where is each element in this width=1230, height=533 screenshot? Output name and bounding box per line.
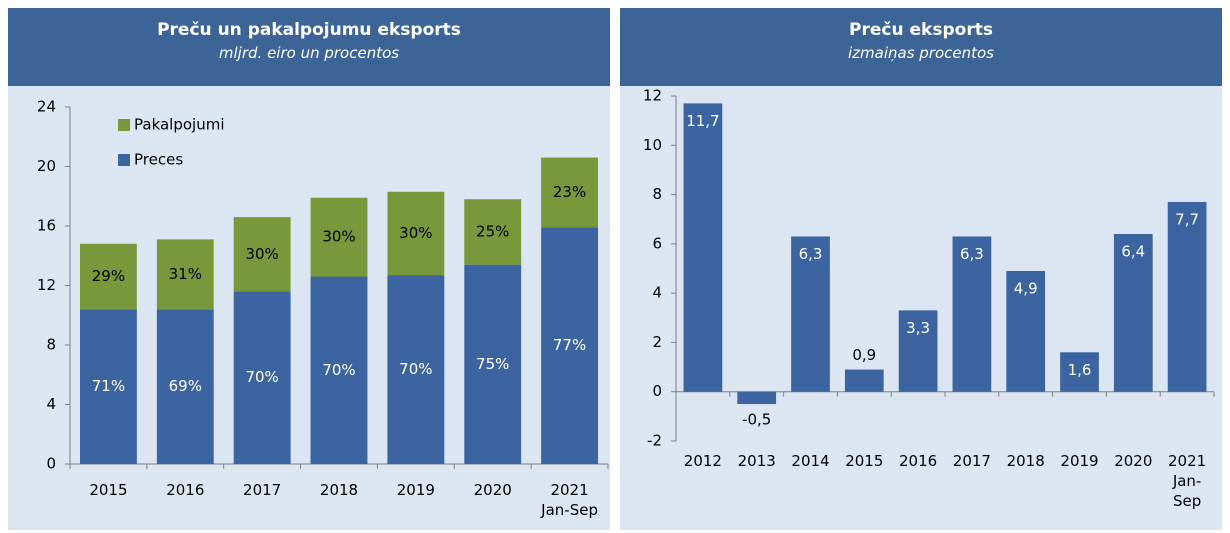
value-label: 6,3 xyxy=(799,245,823,263)
bar-segment xyxy=(156,239,214,310)
chart-subtitle: izmaiņas procentos xyxy=(847,44,994,62)
y-tick-label: 12 xyxy=(37,276,56,294)
value-label: 7,7 xyxy=(1175,210,1199,228)
bar-segment xyxy=(233,217,291,292)
x-tick-label: 2020 xyxy=(473,481,512,499)
bar xyxy=(844,369,884,392)
y-tick-label: 4 xyxy=(46,395,56,413)
segment-label: 69% xyxy=(169,377,202,395)
x-tick-label: 2020 xyxy=(1114,452,1153,470)
segment-label: 25% xyxy=(476,222,509,240)
segment-label: 75% xyxy=(476,355,509,373)
y-tick-label: 24 xyxy=(37,98,56,116)
chart-header: Preču eksports izmaiņas procentos xyxy=(620,8,1222,86)
x-tick-label: 2012 xyxy=(683,452,722,470)
value-label: 0,9 xyxy=(852,346,876,364)
chart-header: Preču un pakalpojumu eksports mljrd. eir… xyxy=(8,8,610,86)
x-tick-label: 2017 xyxy=(952,452,991,470)
x-tick-label: 2018 xyxy=(319,481,359,499)
y-tick-label: 16 xyxy=(37,217,56,235)
chart-panel: Preču un pakalpojumu eksports mljrd. eir… xyxy=(8,8,610,530)
bar-segment xyxy=(541,157,599,228)
bar xyxy=(952,236,992,392)
bar-segment xyxy=(156,309,214,464)
bar xyxy=(683,103,723,392)
x-tick-label: 2018 xyxy=(1006,452,1045,470)
bar-segment xyxy=(387,191,445,276)
segment-label: 31% xyxy=(169,265,202,283)
x-tick-label: 2017 xyxy=(243,481,282,499)
bar-segment xyxy=(387,275,445,464)
value-label: -0,5 xyxy=(742,411,771,429)
segment-label: 29% xyxy=(92,267,125,285)
y-tick-label: 0 xyxy=(46,455,56,473)
x-tick-label: 2013 xyxy=(737,452,776,470)
segment-label: 30% xyxy=(322,228,355,246)
segment-label: 30% xyxy=(399,224,432,242)
y-tick-label: 8 xyxy=(652,185,662,203)
bar xyxy=(791,236,830,392)
legend-swatch xyxy=(118,119,130,131)
segment-label: 70% xyxy=(399,360,432,378)
y-tick-label: -2 xyxy=(647,432,662,450)
chart-title: Preču eksports xyxy=(849,20,993,40)
bar-segment xyxy=(310,276,368,464)
bar xyxy=(1006,270,1046,392)
y-tick-label: 12 xyxy=(643,87,662,105)
value-label: 3,3 xyxy=(906,319,930,337)
y-tick-label: 10 xyxy=(643,136,662,154)
value-label: 1,6 xyxy=(1068,361,1092,379)
y-tick-label: 0 xyxy=(652,382,662,400)
bar xyxy=(1113,234,1153,392)
segment-label: 70% xyxy=(322,361,355,379)
x-tick-label: 2019 xyxy=(1060,452,1099,470)
bar-segment xyxy=(79,243,137,310)
x-tick-label: 2021 Jan- Sep xyxy=(1168,452,1207,510)
x-tick-label: 2019 xyxy=(396,481,435,499)
chart-panel: Preču eksports izmaiņas procentos -2 0 2 4 6… xyxy=(620,8,1222,530)
segment-label: 30% xyxy=(245,245,278,263)
bar-segment xyxy=(464,199,522,265)
chart-subtitle: mljrd. eiro un procentos xyxy=(218,44,400,62)
bar xyxy=(1167,201,1207,392)
legend-label: Pakalpojumi xyxy=(134,116,225,134)
bar xyxy=(898,310,938,392)
value-label: 6,3 xyxy=(960,245,984,263)
legend-label: Preces xyxy=(134,151,183,169)
bar-segment xyxy=(310,197,368,277)
bar xyxy=(737,391,777,405)
x-tick-label: 2016 xyxy=(166,481,205,499)
segment-label: 23% xyxy=(553,183,586,201)
bar-segment xyxy=(233,291,291,464)
y-tick-label: 2 xyxy=(652,333,662,351)
y-tick-label: 6 xyxy=(652,234,662,252)
segment-label: 71% xyxy=(92,377,125,395)
x-tick-label: 2016 xyxy=(899,452,938,470)
chart-title: Preču un pakalpojumu eksports xyxy=(157,20,461,40)
y-tick-label: 20 xyxy=(37,157,56,175)
value-label: 4,9 xyxy=(1014,279,1038,297)
bar-segment xyxy=(464,264,522,464)
bar-segment xyxy=(79,309,137,464)
y-tick-label: 8 xyxy=(46,336,56,354)
x-tick-label: 2014 xyxy=(791,452,830,470)
bar xyxy=(1060,352,1099,392)
x-tick-label: 2021 Jan-Sep xyxy=(541,481,598,519)
x-tick-label: 2015 xyxy=(845,452,884,470)
bar-segment xyxy=(541,227,599,464)
legend-swatch xyxy=(118,154,130,166)
segment-label: 77% xyxy=(553,336,586,354)
chart: 0 4 8 12 16 20 24 71% 69% 70% 70% 70% 75% 77% 29% 31% 30… xyxy=(37,98,609,473)
segment-label: 70% xyxy=(245,368,278,386)
x-tick-label: 2015 xyxy=(89,481,128,499)
chart: -2 0 2 4 6 8 10 12 11,7 -0,5 6,3 0,9 3,3 6,3 4,9 1,6 6,4… xyxy=(643,87,1215,450)
y-tick-label: 4 xyxy=(652,284,662,302)
value-label: 6,4 xyxy=(1121,243,1145,261)
value-label: 11,7 xyxy=(686,112,719,130)
